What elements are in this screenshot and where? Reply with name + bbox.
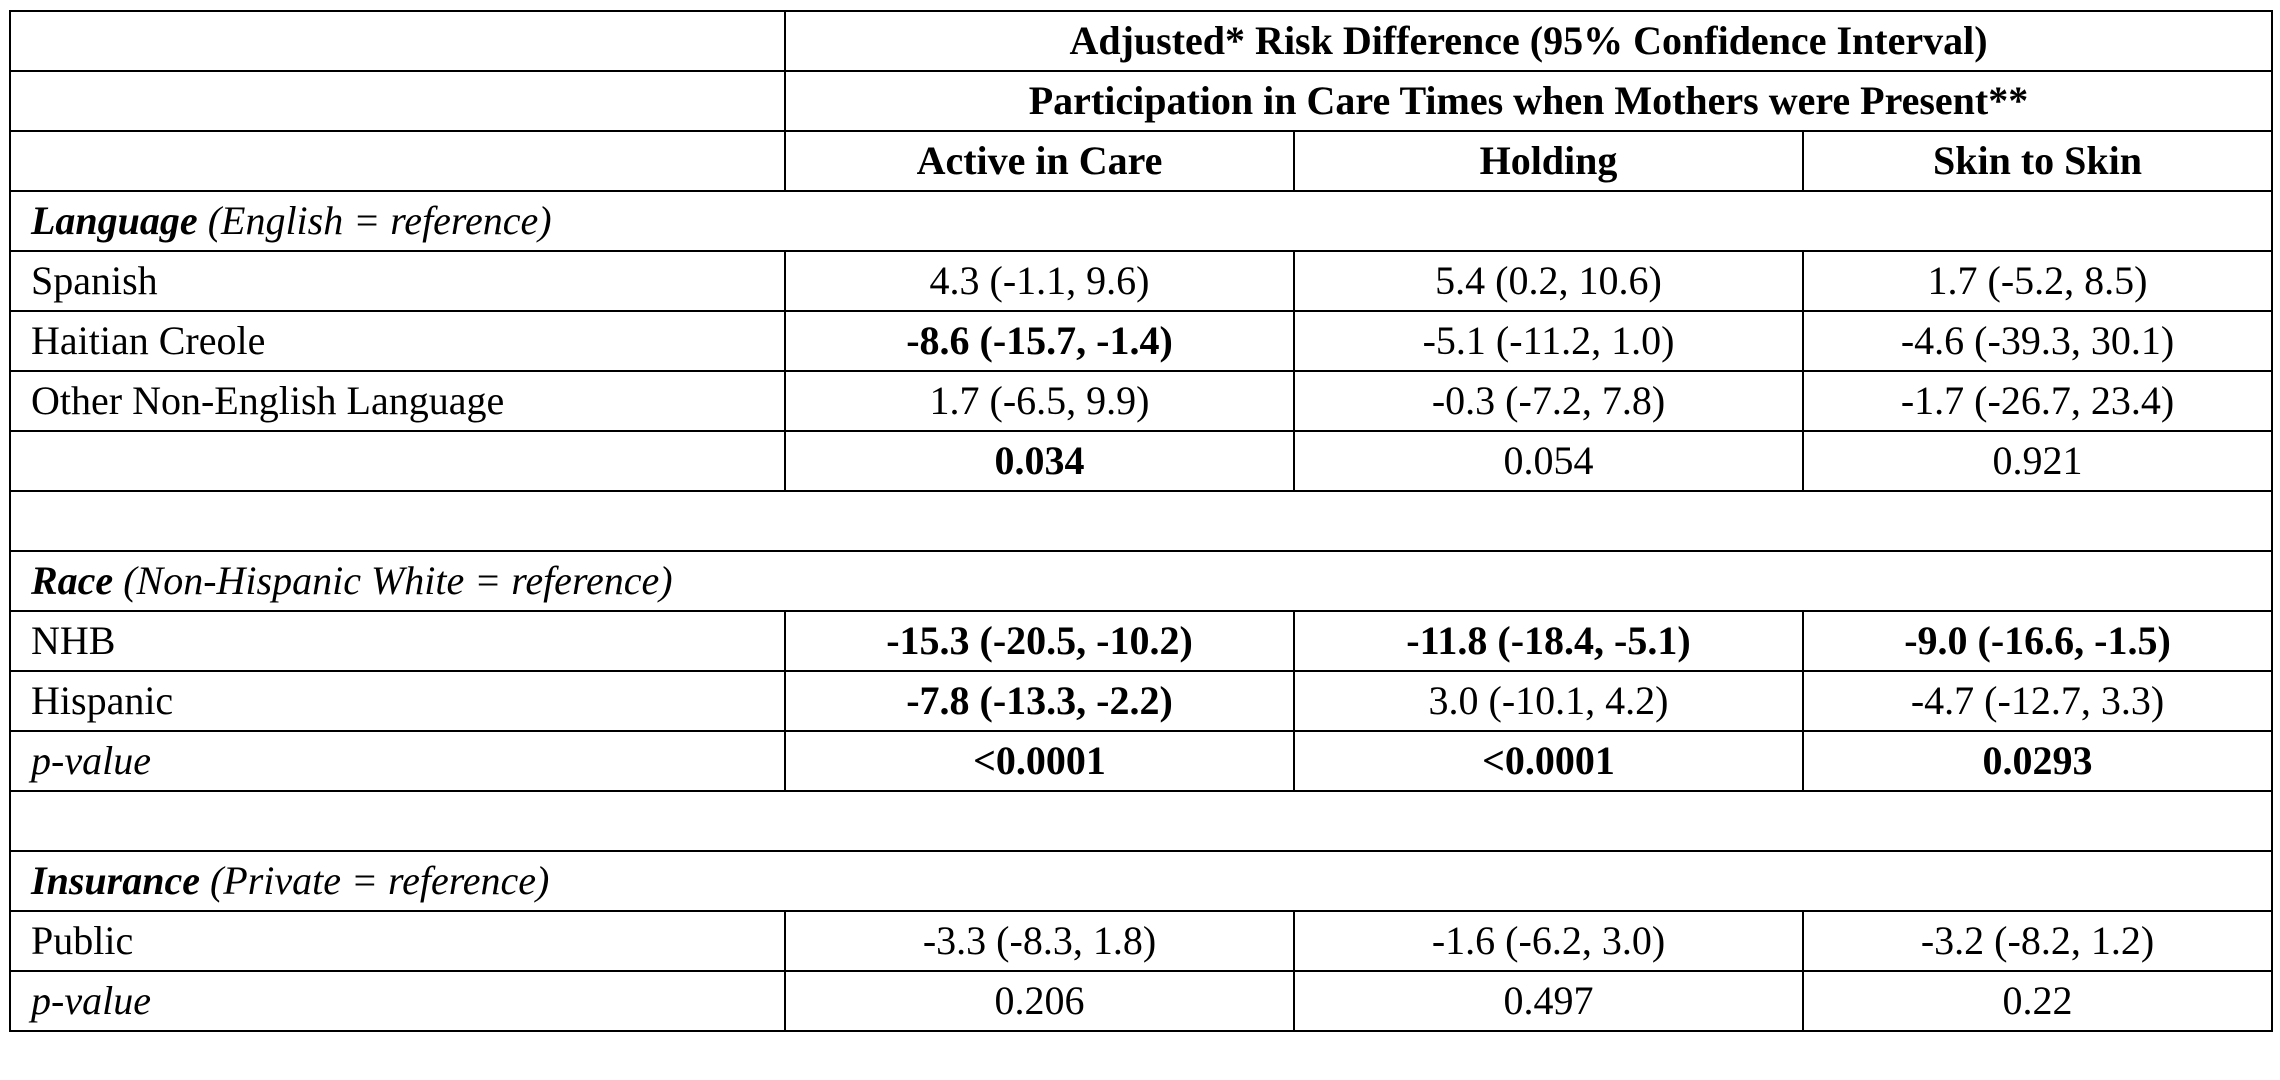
row-label: Spanish bbox=[9, 250, 786, 312]
p-value-row: p-value 0.206 0.497 0.22 bbox=[9, 970, 2273, 1032]
p-value-row: 0.034 0.054 0.921 bbox=[9, 430, 2273, 492]
table-cell: -4.6 (-39.3, 30.1) bbox=[1802, 310, 2273, 372]
section-label: Insurance bbox=[31, 858, 200, 903]
row-label: Haitian Creole bbox=[9, 310, 786, 372]
table-row: Spanish 4.3 (-1.1, 9.6) 5.4 (0.2, 10.6) … bbox=[9, 250, 2273, 312]
header-corner-cell bbox=[9, 70, 786, 132]
p-value-cell: 0.921 bbox=[1802, 430, 2273, 492]
section-reference: (Non-Hispanic White = reference) bbox=[113, 558, 673, 603]
section-header-row: Language (English = reference) bbox=[9, 190, 2273, 252]
table-cell-significant: -15.3 (-20.5, -10.2) bbox=[784, 610, 1295, 672]
table-cell: -5.1 (-11.2, 1.0) bbox=[1293, 310, 1804, 372]
table-cell-significant: -7.8 (-13.3, -2.2) bbox=[784, 670, 1295, 732]
table-cell: -4.7 (-12.7, 3.3) bbox=[1802, 670, 2273, 732]
p-value-cell: 0.497 bbox=[1293, 970, 1804, 1032]
table-cell: -3.3 (-8.3, 1.8) bbox=[784, 910, 1295, 972]
section-header-language: Language (English = reference) bbox=[9, 190, 2273, 252]
table-cell: -3.2 (-8.2, 1.2) bbox=[1802, 910, 2273, 972]
section-reference: (Private = reference) bbox=[199, 858, 550, 903]
table-cell: -1.6 (-6.2, 3.0) bbox=[1293, 910, 1804, 972]
column-header-holding: Holding bbox=[1293, 130, 1804, 192]
section-header-row: Insurance (Private = reference) bbox=[9, 850, 2273, 912]
header-row-title: Adjusted* Risk Difference (95% Confidenc… bbox=[9, 10, 2273, 72]
table-cell: -1.7 (-26.7, 23.4) bbox=[1802, 370, 2273, 432]
section-header-insurance: Insurance (Private = reference) bbox=[9, 850, 2273, 912]
section-label: Language bbox=[31, 198, 198, 243]
table-cell: 4.3 (-1.1, 9.6) bbox=[784, 250, 1295, 312]
row-label-empty bbox=[9, 430, 786, 492]
p-value-cell: 0.206 bbox=[784, 970, 1295, 1032]
table-cell-significant: -11.8 (-18.4, -5.1) bbox=[1293, 610, 1804, 672]
section-header-row: Race (Non-Hispanic White = reference) bbox=[9, 550, 2273, 612]
column-header-active-in-care: Active in Care bbox=[784, 130, 1295, 192]
section-label: Race bbox=[31, 558, 114, 603]
row-label: Public bbox=[9, 910, 786, 972]
p-value-cell-significant: <0.0001 bbox=[784, 730, 1295, 792]
header-corner-cell bbox=[9, 130, 786, 192]
p-value-label: p-value bbox=[9, 970, 786, 1032]
row-label: Hispanic bbox=[9, 670, 786, 732]
table-subtitle: Participation in Care Times when Mothers… bbox=[784, 70, 2273, 132]
table-cell: -0.3 (-7.2, 7.8) bbox=[1293, 370, 1804, 432]
spacer-cell bbox=[9, 490, 2273, 552]
table-row: NHB -15.3 (-20.5, -10.2) -11.8 (-18.4, -… bbox=[9, 610, 2273, 672]
header-row-subtitle: Participation in Care Times when Mothers… bbox=[9, 70, 2273, 132]
table-cell: 1.7 (-5.2, 8.5) bbox=[1802, 250, 2273, 312]
p-value-row: p-value <0.0001 <0.0001 0.0293 bbox=[9, 730, 2273, 792]
spacer-cell bbox=[9, 790, 2273, 852]
row-label: Other Non-English Language bbox=[9, 370, 786, 432]
table-cell-significant: -8.6 (-15.7, -1.4) bbox=[784, 310, 1295, 372]
column-header-skin-to-skin: Skin to Skin bbox=[1802, 130, 2273, 192]
table-row: Hispanic -7.8 (-13.3, -2.2) 3.0 (-10.1, … bbox=[9, 670, 2273, 732]
table-row: Haitian Creole -8.6 (-15.7, -1.4) -5.1 (… bbox=[9, 310, 2273, 372]
table-cell: 3.0 (-10.1, 4.2) bbox=[1293, 670, 1804, 732]
table-cell-significant: -9.0 (-16.6, -1.5) bbox=[1802, 610, 2273, 672]
table-row: Other Non-English Language 1.7 (-6.5, 9.… bbox=[9, 370, 2273, 432]
spacer-row bbox=[9, 490, 2273, 552]
table-cell: 1.7 (-6.5, 9.9) bbox=[784, 370, 1295, 432]
spacer-row bbox=[9, 790, 2273, 852]
p-value-cell-significant: 0.034 bbox=[784, 430, 1295, 492]
header-corner-cell bbox=[9, 10, 786, 72]
risk-difference-table: Adjusted* Risk Difference (95% Confidenc… bbox=[9, 10, 2273, 1032]
p-value-cell: 0.22 bbox=[1802, 970, 2273, 1032]
p-value-cell-significant: <0.0001 bbox=[1293, 730, 1804, 792]
p-value-cell: 0.054 bbox=[1293, 430, 1804, 492]
header-row-columns: Active in Care Holding Skin to Skin bbox=[9, 130, 2273, 192]
p-value-cell-significant: 0.0293 bbox=[1802, 730, 2273, 792]
section-reference: (English = reference) bbox=[197, 198, 552, 243]
section-header-race: Race (Non-Hispanic White = reference) bbox=[9, 550, 2273, 612]
table-row: Public -3.3 (-8.3, 1.8) -1.6 (-6.2, 3.0)… bbox=[9, 910, 2273, 972]
p-value-label: p-value bbox=[9, 730, 786, 792]
table-title: Adjusted* Risk Difference (95% Confidenc… bbox=[784, 10, 2273, 72]
table-cell: 5.4 (0.2, 10.6) bbox=[1293, 250, 1804, 312]
row-label: NHB bbox=[9, 610, 786, 672]
